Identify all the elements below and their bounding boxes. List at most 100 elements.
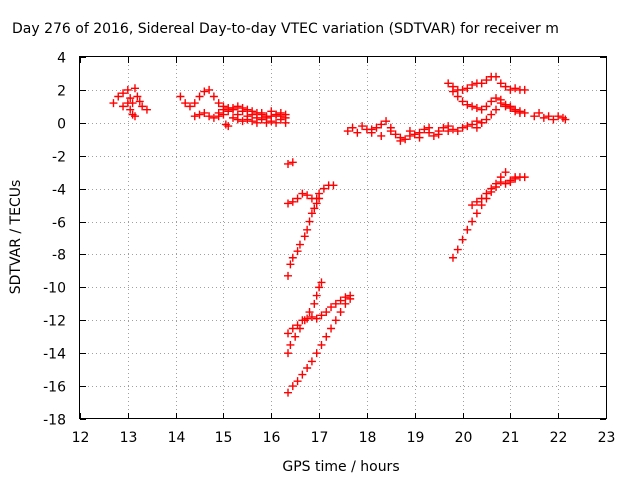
- data-point: [492, 72, 501, 81]
- data-point: [267, 117, 276, 126]
- data-point: [288, 158, 297, 167]
- x-tick-label: 14: [168, 430, 186, 446]
- data-point: [544, 112, 553, 121]
- data-point: [284, 349, 293, 358]
- data-point: [214, 99, 223, 108]
- data-point: [190, 112, 199, 121]
- data-point: [391, 130, 400, 139]
- data-point: [511, 84, 520, 93]
- data-point: [463, 100, 472, 109]
- data-point: [109, 99, 118, 108]
- x-tick-label: 12: [72, 430, 90, 446]
- data-point: [272, 110, 281, 119]
- data-point: [377, 120, 386, 129]
- grid-lines: [80, 57, 606, 419]
- y-tick-label: -18: [43, 413, 66, 429]
- data-point: [549, 115, 558, 124]
- data-point: [425, 123, 434, 132]
- data-point: [496, 79, 505, 88]
- data-point: [195, 110, 204, 119]
- data-point: [114, 92, 123, 101]
- data-point: [348, 123, 357, 132]
- data-point: [336, 296, 345, 305]
- y-tick-labels: -18 -16 -14 -12 -10 -8 -6 -4 -2 0 2 4: [43, 51, 66, 429]
- y-axis-label: SDTVAR / TECUs: [8, 180, 24, 295]
- data-point: [257, 108, 266, 117]
- data-point: [288, 197, 297, 206]
- data-point: [281, 118, 290, 127]
- data-point: [331, 316, 340, 325]
- data-point: [276, 108, 285, 117]
- series-sat-b: [119, 89, 139, 121]
- data-point: [252, 113, 261, 122]
- data-point: [506, 85, 515, 94]
- data-point: [181, 99, 190, 108]
- data-point: [515, 108, 524, 117]
- data-point: [185, 102, 194, 111]
- data-point: [520, 173, 529, 182]
- data-point: [133, 92, 142, 101]
- data-point: [307, 357, 316, 366]
- data-point: [248, 110, 257, 119]
- x-tick-label: 13: [120, 430, 138, 446]
- data-point: [284, 271, 293, 280]
- data-point: [511, 173, 520, 182]
- data-point: [358, 122, 367, 131]
- data-point: [492, 179, 501, 188]
- data-point: [224, 107, 233, 116]
- x-tick-label: 16: [263, 430, 281, 446]
- series-sat-p: [472, 99, 524, 132]
- data-point: [372, 123, 381, 132]
- data-point: [482, 76, 491, 85]
- data-point: [288, 324, 297, 333]
- data-point: [477, 105, 486, 114]
- data-point: [312, 199, 321, 208]
- data-point: [303, 191, 312, 200]
- y-tick-label: -8: [52, 248, 66, 264]
- data-point: [468, 80, 477, 89]
- data-point: [310, 204, 319, 213]
- data-point: [487, 110, 496, 119]
- y-tick-label: -14: [43, 347, 66, 363]
- data-point: [303, 314, 312, 323]
- data-point: [300, 232, 309, 241]
- series-sat-s: [530, 108, 570, 124]
- data-point: [303, 225, 312, 234]
- y-tick-label: -12: [43, 314, 66, 330]
- data-point: [272, 118, 281, 127]
- data-point: [135, 97, 144, 106]
- x-tick-label: 18: [359, 430, 377, 446]
- data-point: [293, 321, 302, 330]
- data-point: [138, 102, 147, 111]
- data-point: [293, 194, 302, 203]
- data-point: [506, 178, 515, 187]
- data-point: [126, 105, 135, 114]
- data-point: [458, 235, 467, 244]
- data-point: [496, 173, 505, 182]
- data-point: [331, 299, 340, 308]
- data-point: [472, 104, 481, 113]
- y-tick-label: 0: [57, 117, 66, 133]
- data-point: [477, 118, 486, 127]
- data-point: [434, 130, 443, 139]
- y-tick-label: -16: [43, 380, 66, 396]
- data-point: [233, 102, 242, 111]
- data-point: [554, 112, 563, 121]
- data-markers: [109, 72, 570, 397]
- x-axis-label: GPS time / hours: [282, 459, 399, 475]
- data-point: [458, 97, 467, 106]
- data-point: [487, 187, 496, 196]
- data-point: [482, 194, 491, 203]
- data-point: [288, 382, 297, 391]
- data-point: [243, 112, 252, 121]
- data-point: [487, 97, 496, 106]
- data-point: [307, 312, 316, 321]
- data-point: [336, 308, 345, 317]
- axis-ticks: [80, 57, 607, 420]
- data-point: [209, 92, 218, 101]
- data-point: [219, 105, 228, 114]
- data-point: [496, 99, 505, 108]
- data-point: [468, 102, 477, 111]
- data-point: [119, 89, 128, 98]
